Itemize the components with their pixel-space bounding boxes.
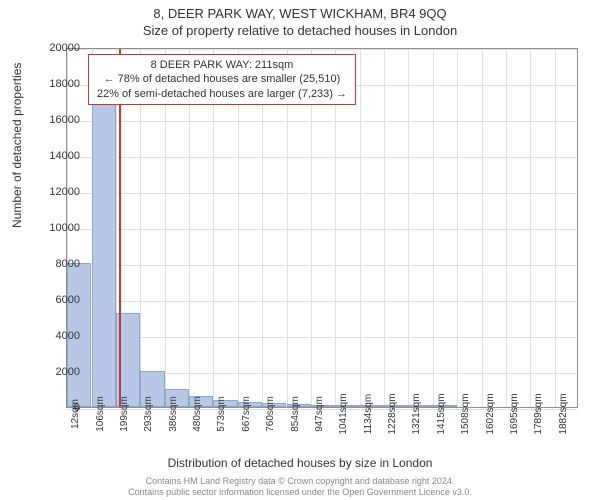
- y-tick-label: 12000: [40, 186, 80, 198]
- marker-annotation: 8 DEER PARK WAY: 211sqm ← 78% of detache…: [88, 54, 356, 105]
- y-tick-label: 6000: [40, 294, 80, 306]
- footer-line-2: Contains public sector information licen…: [12, 487, 588, 498]
- x-tick-label: 1789sqm: [533, 393, 544, 434]
- gridline-h: [67, 157, 577, 158]
- gridline-v: [408, 49, 409, 407]
- x-tick-label: 386sqm: [168, 396, 179, 432]
- gridline-v: [384, 49, 385, 407]
- gridline-h: [67, 265, 577, 266]
- x-tick-label: 12sqm: [70, 399, 81, 429]
- y-tick-label: 10000: [40, 222, 80, 234]
- gridline-v: [530, 49, 531, 407]
- gridline-h: [67, 121, 577, 122]
- gridline-v: [433, 49, 434, 407]
- x-tick-label: 1228sqm: [387, 393, 398, 434]
- x-tick-label: 947sqm: [314, 396, 325, 432]
- x-tick-label: 293sqm: [143, 396, 154, 432]
- gridline-v: [482, 49, 483, 407]
- x-tick-label: 667sqm: [241, 396, 252, 432]
- x-tick-label: 106sqm: [95, 396, 106, 432]
- gridline-h: [67, 193, 577, 194]
- x-tick-label: 573sqm: [216, 396, 227, 432]
- x-tick-label: 1415sqm: [436, 393, 447, 434]
- gridline-h: [67, 49, 577, 50]
- x-tick-label: 1508sqm: [460, 393, 471, 434]
- chart-footer: Contains HM Land Registry data © Crown c…: [12, 476, 588, 498]
- chart-container: 8 DEER PARK WAY: 211sqm ← 78% of detache…: [66, 48, 578, 408]
- x-tick-label: 1041sqm: [338, 393, 349, 434]
- gridline-v: [555, 49, 556, 407]
- annotation-line-1: 8 DEER PARK WAY: 211sqm: [97, 58, 347, 72]
- annotation-line-3: 22% of semi-detached houses are larger (…: [97, 87, 347, 101]
- y-tick-label: 4000: [40, 330, 80, 342]
- y-tick-label: 2000: [40, 366, 80, 378]
- annotation-line-2: ← 78% of detached houses are smaller (25…: [97, 72, 347, 86]
- x-tick-label: 1695sqm: [509, 393, 520, 434]
- chart-title-main: 8, DEER PARK WAY, WEST WICKHAM, BR4 9QQ: [0, 0, 600, 21]
- x-tick-label: 854sqm: [290, 396, 301, 432]
- gridline-h: [67, 301, 577, 302]
- chart-title-sub: Size of property relative to detached ho…: [0, 21, 600, 38]
- gridline-v: [360, 49, 361, 407]
- y-axis-label: Number of detached properties: [10, 63, 24, 228]
- histogram-bar: [92, 92, 116, 407]
- y-tick-label: 14000: [40, 150, 80, 162]
- y-tick-label: 20000: [40, 42, 80, 54]
- y-tick-label: 8000: [40, 258, 80, 270]
- x-tick-label: 1882sqm: [558, 393, 569, 434]
- x-tick-label: 480sqm: [192, 396, 203, 432]
- y-tick-label: 16000: [40, 114, 80, 126]
- gridline-v: [457, 49, 458, 407]
- x-tick-label: 199sqm: [119, 396, 130, 432]
- gridline-h: [67, 229, 577, 230]
- y-tick-label: 18000: [40, 78, 80, 90]
- x-tick-label: 1134sqm: [363, 394, 374, 434]
- x-tick-label: 760sqm: [265, 396, 276, 432]
- gridline-h: [67, 337, 577, 338]
- x-axis-label: Distribution of detached houses by size …: [0, 456, 600, 470]
- footer-line-1: Contains HM Land Registry data © Crown c…: [12, 476, 588, 487]
- x-tick-label: 1321sqm: [411, 393, 422, 434]
- gridline-v: [506, 49, 507, 407]
- x-tick-label: 1602sqm: [485, 393, 496, 434]
